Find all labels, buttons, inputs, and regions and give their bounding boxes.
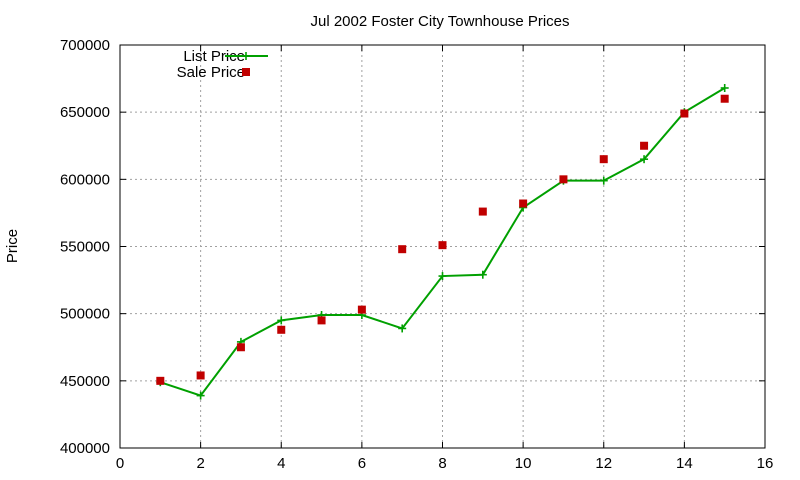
sale-price-point bbox=[277, 325, 286, 334]
sale-price-point bbox=[478, 207, 487, 216]
x-tick-label: 0 bbox=[116, 455, 124, 472]
y-tick-label: 400000 bbox=[60, 440, 110, 457]
legend-swatch-marker bbox=[242, 68, 250, 76]
x-tick-label: 14 bbox=[676, 455, 693, 472]
sale-price-point bbox=[599, 155, 608, 164]
sale-price-point bbox=[640, 141, 649, 150]
chart-title: Jul 2002 Foster City Townhouse Prices bbox=[310, 13, 569, 30]
axes: 0 2 4 6 8 10 12 14 16 400000 450000 500000 550000 600… bbox=[60, 37, 773, 472]
x-tick-label: 10 bbox=[515, 455, 532, 472]
x-tick-label: 4 bbox=[277, 455, 285, 472]
x-tick-label: 6 bbox=[358, 455, 366, 472]
y-tick-label: 450000 bbox=[60, 373, 110, 390]
sale-price-point bbox=[680, 109, 689, 118]
series-1 bbox=[156, 94, 729, 385]
sale-price-point bbox=[559, 175, 568, 184]
x-tick-label: 8 bbox=[438, 455, 446, 472]
sale-price-point bbox=[519, 199, 528, 208]
sale-price-point bbox=[438, 241, 447, 250]
y-axis-label: Price bbox=[4, 229, 21, 263]
y-tick-label: 500000 bbox=[60, 306, 110, 323]
y-tick-label: 650000 bbox=[60, 104, 110, 121]
y-tick-label: 600000 bbox=[60, 171, 110, 188]
x-tick-label: 16 bbox=[757, 455, 774, 472]
x-tick-label: 2 bbox=[196, 455, 204, 472]
sale-price-point bbox=[357, 305, 366, 314]
x-tick-label: 12 bbox=[595, 455, 612, 472]
sale-price-point bbox=[398, 245, 407, 254]
sale-price-point bbox=[720, 94, 729, 103]
legend-label: List Price bbox=[183, 48, 245, 65]
y-tick-label: 700000 bbox=[60, 37, 110, 54]
sale-price-point bbox=[236, 343, 245, 352]
y-tick-label: 550000 bbox=[60, 239, 110, 256]
sale-price-point bbox=[156, 376, 165, 385]
sale-price-point bbox=[317, 316, 326, 325]
sale-price-point bbox=[196, 371, 205, 380]
series-layer bbox=[156, 83, 729, 400]
legend-label: Sale Price bbox=[177, 64, 245, 81]
